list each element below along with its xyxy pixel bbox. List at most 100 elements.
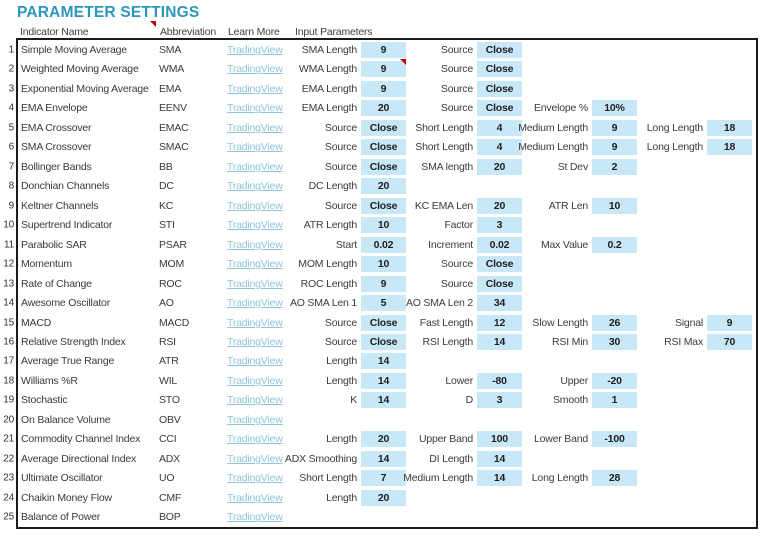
param-value-cell[interactable]: 12 <box>477 314 522 331</box>
param-value-cell[interactable]: 20 <box>361 100 406 117</box>
row-number: 19 <box>3 394 14 406</box>
param-value-cell[interactable]: 4 <box>477 119 522 136</box>
param-value-cell[interactable]: 14 <box>361 450 406 467</box>
param-value-cell[interactable]: 0.02 <box>477 236 522 253</box>
tradingview-link[interactable]: TradingView <box>227 102 283 115</box>
column-header-learn-more: Learn More <box>228 26 280 38</box>
param-value-cell[interactable]: 70 <box>707 334 752 350</box>
param-value-cell[interactable]: 0.2 <box>592 236 637 253</box>
param-value-cell[interactable]: 20 <box>361 431 406 448</box>
tradingview-link[interactable]: TradingView <box>227 355 283 368</box>
tradingview-link[interactable]: TradingView <box>227 160 283 173</box>
param-value-cell[interactable]: 14 <box>361 392 406 409</box>
param-value-cell[interactable]: 18 <box>707 119 752 136</box>
param-value-cell[interactable]: 9 <box>361 80 406 97</box>
param-value-cell[interactable]: 10% <box>592 100 637 117</box>
indicator-abbreviation: STI <box>159 219 175 232</box>
param-value-cell[interactable]: 2 <box>592 158 637 175</box>
param-value-cell[interactable]: 9 <box>361 275 406 292</box>
param-value-cell[interactable]: 14 <box>361 372 406 389</box>
param-value-cell[interactable]: 26 <box>592 314 637 331</box>
param-value-cell[interactable]: 20 <box>361 178 406 195</box>
tradingview-link[interactable]: TradingView <box>227 121 283 134</box>
param-value-cell[interactable]: Close <box>477 80 522 97</box>
param-value-cell[interactable]: Close <box>477 41 522 58</box>
param-value-cell[interactable]: 9 <box>592 139 637 156</box>
row-number: 12 <box>3 258 14 270</box>
param-value-cell[interactable]: -100 <box>592 431 637 448</box>
param-value-cell[interactable]: 100 <box>477 431 522 448</box>
param-label: RSI Min <box>552 336 588 348</box>
tradingview-link[interactable]: TradingView <box>227 433 283 446</box>
tradingview-link[interactable]: TradingView <box>227 297 283 310</box>
tradingview-link[interactable]: TradingView <box>227 511 283 524</box>
param-value-cell[interactable]: 4 <box>477 139 522 156</box>
param-label: ATR Len <box>548 199 588 212</box>
indicator-name: Donchian Channels <box>21 180 110 193</box>
param-value-cell[interactable]: 14 <box>477 470 522 487</box>
param-value-cell[interactable]: 18 <box>707 139 752 156</box>
param-value-cell[interactable]: Close <box>361 197 406 214</box>
tradingview-link[interactable]: TradingView <box>227 277 283 290</box>
param-value-cell[interactable]: Close <box>361 314 406 331</box>
tradingview-link[interactable]: TradingView <box>227 491 283 504</box>
row-number: 9 <box>8 200 15 212</box>
param-value-cell[interactable]: 10 <box>592 197 637 214</box>
tradingview-link[interactable]: TradingView <box>227 180 283 193</box>
row-number: 14 <box>3 297 14 309</box>
param-value-cell[interactable]: 20 <box>477 158 522 175</box>
param-value-cell[interactable]: Close <box>361 139 406 156</box>
param-value-cell[interactable]: Close <box>477 61 522 78</box>
param-value-cell[interactable]: -20 <box>592 372 637 389</box>
param-value-cell[interactable]: 3 <box>477 217 522 234</box>
param-value-cell[interactable]: -80 <box>477 372 522 389</box>
tradingview-link[interactable]: TradingView <box>227 43 283 56</box>
param-value-cell[interactable]: Close <box>361 334 406 350</box>
tradingview-link[interactable]: TradingView <box>227 63 283 76</box>
tradingview-link[interactable]: TradingView <box>227 336 283 348</box>
tradingview-link[interactable]: TradingView <box>227 219 283 232</box>
param-label: Smooth <box>553 394 588 407</box>
param-value-cell[interactable]: 14 <box>361 353 406 370</box>
param-value-cell[interactable]: 9 <box>707 314 752 331</box>
param-value-cell[interactable]: 14 <box>477 334 522 350</box>
tradingview-link[interactable]: TradingView <box>227 316 283 329</box>
param-value-cell[interactable]: Close <box>477 275 522 292</box>
param-value-cell[interactable]: Close <box>477 100 522 117</box>
table-row: 5 EMA Crossover EMAC TradingView Source Close… <box>9 118 756 137</box>
param-value-cell[interactable]: 34 <box>477 295 522 312</box>
param-value-cell[interactable]: 30 <box>592 334 637 350</box>
param-value-cell[interactable]: Close <box>361 158 406 175</box>
param-value-cell[interactable]: 1 <box>592 392 637 409</box>
param-value-cell[interactable]: 10 <box>361 256 406 273</box>
param-label: ATR Length <box>303 219 357 232</box>
tradingview-link[interactable]: TradingView <box>227 452 283 465</box>
tradingview-link[interactable]: TradingView <box>227 82 283 95</box>
param-value-cell[interactable]: Close <box>361 119 406 136</box>
param-value-cell[interactable]: 9 <box>361 59 406 78</box>
param-value-cell[interactable]: 20 <box>477 197 522 214</box>
param-value-cell[interactable]: 20 <box>361 489 406 506</box>
param-value-cell[interactable]: 10 <box>361 217 406 234</box>
indicator-abbreviation: PSAR <box>159 238 187 251</box>
tradingview-link[interactable]: TradingView <box>227 238 283 251</box>
param-value-cell[interactable]: 7 <box>361 470 406 487</box>
tradingview-link[interactable]: TradingView <box>227 472 283 485</box>
tradingview-link[interactable]: TradingView <box>227 141 283 154</box>
tradingview-link[interactable]: TradingView <box>227 374 283 387</box>
tradingview-link[interactable]: TradingView <box>227 413 283 426</box>
param-value-cell[interactable]: 9 <box>592 119 637 136</box>
param-value-cell[interactable]: 9 <box>361 41 406 58</box>
param-value-cell[interactable]: 14 <box>477 450 522 467</box>
param-value-cell[interactable]: 0.02 <box>361 236 406 253</box>
param-label: Source <box>324 141 357 154</box>
tradingview-link[interactable]: TradingView <box>227 258 283 271</box>
tradingview-link[interactable]: TradingView <box>227 394 283 407</box>
param-value-cell[interactable]: 28 <box>592 470 637 487</box>
param-value-cell[interactable]: 3 <box>477 392 522 409</box>
tradingview-link[interactable]: TradingView <box>227 199 283 212</box>
param-value-cell[interactable]: Close <box>477 256 522 273</box>
param-value-cell[interactable]: 5 <box>361 295 406 312</box>
indicator-name: Weighted Moving Average <box>21 63 139 76</box>
table-row: 4 EMA Envelope EENV TradingView EMA Length 20… <box>9 98 756 117</box>
